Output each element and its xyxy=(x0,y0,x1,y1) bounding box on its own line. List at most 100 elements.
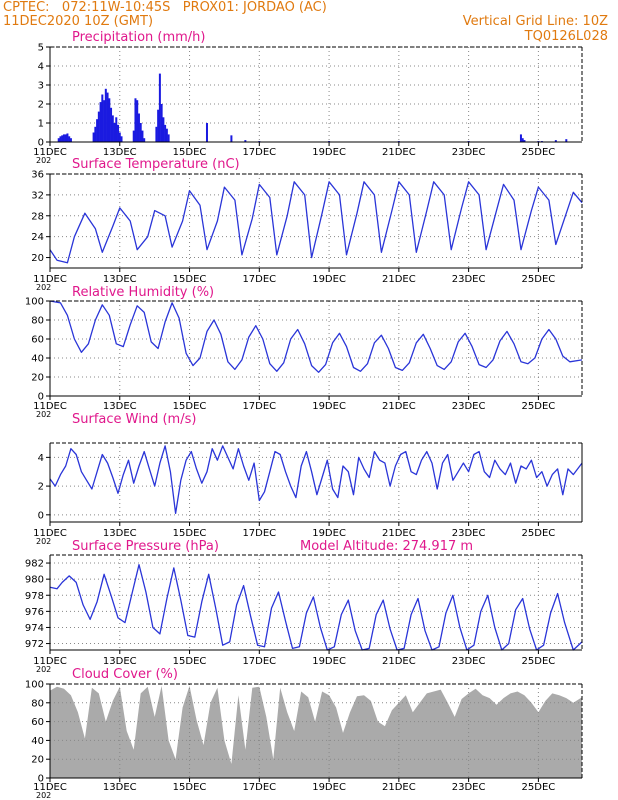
precip-bar xyxy=(104,88,107,142)
y-tick-label: 980 xyxy=(25,575,44,586)
x-tick-label: 23DEC xyxy=(452,147,486,158)
rh-line xyxy=(49,300,583,373)
precip-bar xyxy=(61,135,64,142)
y-tick-label: 2 xyxy=(38,482,44,493)
header-code: TQ0126L028 xyxy=(524,29,608,44)
precip-bar xyxy=(96,119,99,142)
precip-bar xyxy=(523,140,526,142)
x-tick-label: 21DEC xyxy=(382,147,416,158)
precip-bar xyxy=(68,136,71,142)
x-tick-label: 17DEC xyxy=(242,274,276,285)
y-tick-label: 4 xyxy=(38,62,44,73)
x-tick-label: 15DEC xyxy=(173,147,207,158)
y-tick-label: 3 xyxy=(38,81,44,92)
text-layer: Precipitation (mm/h) 0 1 2 3 4 5 11DEC 13DEC 15DE… xyxy=(25,30,555,800)
y-tick-label: 972 xyxy=(25,639,44,650)
precip-bar xyxy=(117,124,120,142)
precip-bar xyxy=(164,124,167,142)
x-tick-label: 13DEC xyxy=(103,401,137,412)
precip-bar xyxy=(137,113,140,142)
precip-bar xyxy=(97,111,100,142)
x-tick-label: 15DEC xyxy=(173,656,207,667)
precip-bar xyxy=(110,107,113,142)
x-tick-label: 13DEC xyxy=(103,274,137,285)
x-year-stub: 202 xyxy=(36,791,51,800)
y-tick-label: 0 xyxy=(38,774,44,785)
y-tick-label: 60 xyxy=(31,717,44,728)
precip-bar xyxy=(103,100,106,142)
x-tick-label: 11DEC xyxy=(33,401,67,412)
cloud-cover-area xyxy=(50,685,582,778)
x-tick-label: 15DEC xyxy=(173,528,207,539)
y-tick-label: 20 xyxy=(31,755,44,766)
pressure-line xyxy=(49,564,583,651)
precip-bar xyxy=(158,73,161,142)
y-tick-label: 60 xyxy=(31,335,44,346)
fill-layer xyxy=(50,685,582,778)
precip-bar xyxy=(157,109,160,142)
precip-bar xyxy=(132,130,135,142)
y-tick-label: 24 xyxy=(31,232,44,243)
x-tick-label: 25DEC xyxy=(522,274,556,285)
temp-line xyxy=(49,181,583,264)
x-tick-label: 17DEC xyxy=(242,401,276,412)
precip-bar xyxy=(59,136,62,142)
y-tick-label: 978 xyxy=(25,591,44,602)
x-tick-label: 21DEC xyxy=(382,656,416,667)
y-tick-label: 40 xyxy=(31,736,44,747)
y-tick-label: 982 xyxy=(25,559,44,570)
y-tick-label: 20 xyxy=(31,253,44,264)
y-tick-label: 4 xyxy=(38,453,44,464)
panel-title: Surface Pressure (hPa) xyxy=(72,539,219,554)
x-tick-label: 25DEC xyxy=(522,147,556,158)
y-tick-label: 20 xyxy=(31,373,44,384)
precip-bar xyxy=(92,132,95,142)
precip-bar xyxy=(165,128,168,142)
precip-bar xyxy=(111,115,114,142)
header-grid-note: Vertical Grid Line: 10Z xyxy=(462,14,608,29)
x-year-stub: 202 xyxy=(36,283,51,292)
x-tick-label: 19DEC xyxy=(312,782,346,793)
x-tick-label: 11DEC xyxy=(33,274,67,285)
panel-title: Cloud Cover (%) xyxy=(72,667,178,682)
precip-bar xyxy=(554,140,557,142)
precip-bar xyxy=(143,138,146,142)
y-tick-label: 100 xyxy=(25,680,44,691)
header-datetime: 11DEC2020 10Z (GMT) xyxy=(3,14,154,29)
y-tick-label: 40 xyxy=(31,354,44,365)
x-year-stub: 202 xyxy=(36,537,51,546)
wind-line xyxy=(49,445,583,515)
precip-bar xyxy=(139,123,142,142)
precip-bar xyxy=(115,117,118,142)
x-tick-label: 11DEC xyxy=(33,147,67,158)
x-tick-label: 13DEC xyxy=(103,782,137,793)
precip-bar xyxy=(205,123,208,142)
x-tick-label: 19DEC xyxy=(312,656,346,667)
precip-bar xyxy=(94,126,97,142)
y-tick-label: 2 xyxy=(38,100,44,111)
y-tick-label: 0 xyxy=(38,138,44,149)
x-year-stub: 202 xyxy=(36,665,51,674)
panel-annotation: Model Altitude: 274.917 m xyxy=(300,539,473,554)
panel-title: Surface Wind (m/s) xyxy=(72,412,196,427)
x-tick-label: 21DEC xyxy=(382,528,416,539)
x-tick-label: 23DEC xyxy=(452,782,486,793)
x-tick-label: 11DEC xyxy=(33,782,67,793)
x-tick-label: 23DEC xyxy=(452,656,486,667)
x-tick-label: 17DEC xyxy=(242,147,276,158)
panel-title: Surface Temperature (nC) xyxy=(72,157,240,172)
precip-bar xyxy=(62,134,65,142)
precip-bar xyxy=(519,134,522,142)
x-tick-label: 13DEC xyxy=(103,147,137,158)
x-tick-label: 11DEC xyxy=(33,528,67,539)
y-tick-label: 0 xyxy=(38,510,44,521)
precip-bar xyxy=(106,92,109,142)
frame-layer xyxy=(46,46,583,782)
y-tick-label: 80 xyxy=(31,698,44,709)
precip-bar xyxy=(101,94,104,142)
y-tick-label: 32 xyxy=(31,190,44,201)
x-year-stub: 202 xyxy=(36,156,51,165)
series-layer xyxy=(49,73,583,651)
precip-bar xyxy=(118,132,121,142)
x-tick-label: 15DEC xyxy=(173,401,207,412)
